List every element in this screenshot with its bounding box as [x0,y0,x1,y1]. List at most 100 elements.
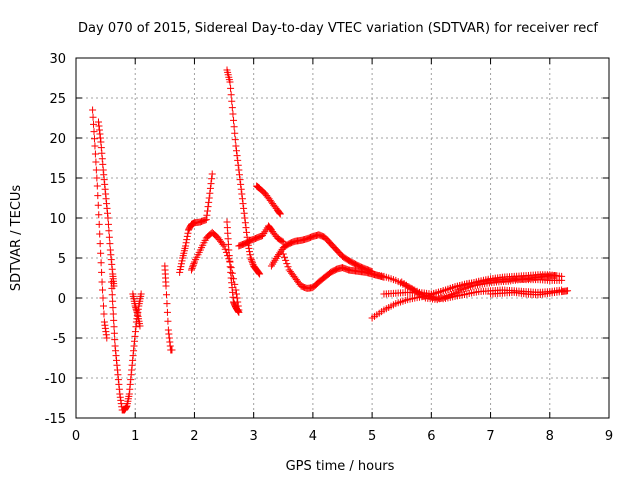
x-tick-label: 9 [605,429,613,444]
data-point [205,198,213,206]
data-point [207,180,215,188]
series-arc-11 [253,182,284,218]
data-point [203,207,211,215]
data-point [93,182,101,190]
data-point [204,203,212,211]
series-arc-3 [108,278,145,414]
series-arc-12 [267,231,376,276]
data-point [104,214,112,222]
data-point [228,97,236,105]
data-point [183,236,191,244]
y-tick-label: -5 [53,332,66,347]
data-point [162,291,170,299]
data-point [189,261,197,269]
data-point [110,323,118,331]
y-tick-label: 10 [49,212,66,227]
data-point [164,317,172,325]
data-point [273,252,281,260]
data-point [243,228,251,236]
y-tick-label: 30 [49,52,66,67]
data-point [103,334,111,342]
data-point [232,142,240,150]
data-point [92,166,100,174]
data-point [98,278,106,286]
series-arc-6 [176,170,216,276]
y-tick-label: 15 [49,172,66,187]
data-point [247,256,255,264]
data-point [275,251,283,259]
x-tick-label: 5 [368,429,376,444]
data-point [240,204,248,212]
data-point [552,272,560,280]
data-point [239,200,247,208]
data-point [93,174,101,182]
data-point [228,104,236,112]
x-tick-label: 8 [546,429,554,444]
data-point [246,248,254,256]
data-point [248,259,256,267]
data-point [235,308,243,316]
x-tick-label: 1 [131,429,139,444]
data-point [108,284,116,292]
data-point [233,294,241,302]
data-point [94,192,102,200]
data-point [89,113,97,121]
data-point [234,307,242,315]
data-point [90,128,98,136]
data-point [282,256,290,264]
data-point [242,224,250,232]
y-tick-label: 25 [49,92,66,107]
data-point [90,120,98,128]
series-arc-10 [235,222,287,250]
data-point [110,329,118,337]
y-tick-label: -10 [45,372,66,387]
data-point [283,260,291,268]
data-point [234,156,242,164]
data-point [246,251,254,259]
data-point [220,242,228,250]
data-point [206,184,214,192]
y-tick-label: 5 [58,252,66,267]
data-point [235,171,243,179]
data-point [95,211,103,219]
data-point [105,227,113,235]
data-point [182,239,190,247]
data-point [91,142,99,150]
data-point [208,170,216,178]
data-point [137,290,145,298]
data-point [190,260,198,268]
data-point [97,259,105,267]
data-point [188,264,196,272]
data-point [284,263,292,271]
data-point [238,195,246,203]
data-point [230,116,238,124]
data-point [136,322,144,330]
data-point [564,287,572,295]
data-point [206,189,214,197]
data-point [238,190,246,198]
x-axis-ticks: 0 1 2 3 4 5 6 7 8 9 [72,58,613,444]
data-point [226,78,234,86]
data-point [104,220,112,228]
x-tick-label: 2 [190,429,198,444]
data-point [177,260,185,268]
data-point [91,150,99,158]
y-axis-ticks: -15 -10 -5 0 5 10 15 20 25 30 [45,52,609,427]
data-point [230,123,238,131]
data-point [279,250,287,258]
data-point [96,240,104,248]
data-point [99,294,107,302]
data-point [95,220,103,228]
data-point [163,300,171,308]
data-point [98,268,106,276]
series-arc-1 [89,106,111,342]
series-arc-17 [398,272,560,304]
data-point [109,304,117,312]
data-point [205,194,213,202]
data-point [94,201,102,209]
data-point [276,209,284,217]
data-point [275,208,283,216]
data-point [110,316,118,324]
data-point [255,269,263,277]
